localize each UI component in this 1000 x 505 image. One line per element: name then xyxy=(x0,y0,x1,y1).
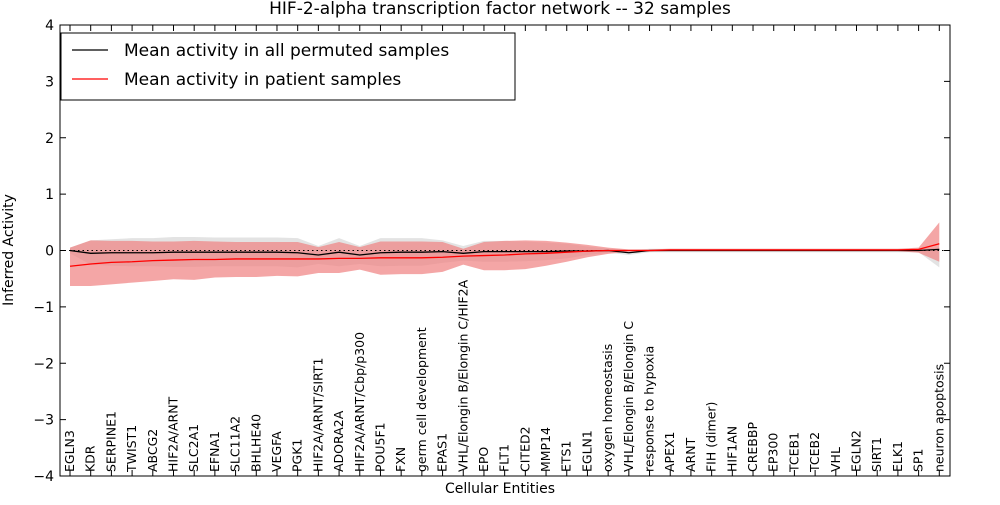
x-category-label: HIF1AN xyxy=(724,426,739,472)
legend: Mean activity in all permuted samples Me… xyxy=(60,32,516,101)
legend-box xyxy=(60,32,516,101)
y-tick-label: 4 xyxy=(45,18,54,34)
y-tick-label: 2 xyxy=(45,131,54,147)
x-category-label: ETS1 xyxy=(559,441,574,472)
y-axis-ticks: 4 3 2 1 0 −1 −2 −3 −4 xyxy=(33,18,950,485)
x-category-label: POU5F1 xyxy=(372,422,387,472)
y-tick-label: 0 xyxy=(45,244,54,260)
x-category-label: FIH (dimer) xyxy=(704,402,719,472)
x-category-label: TCEB2 xyxy=(807,432,822,473)
y-tick-label: −3 xyxy=(33,413,54,429)
x-category-label: PGK1 xyxy=(290,439,305,472)
chart-title: HIF-2-alpha transcription factor network… xyxy=(269,0,731,19)
x-category-label: APEX1 xyxy=(662,431,677,472)
x-category-label: ELK1 xyxy=(890,441,905,472)
x-category-label: VEGFA xyxy=(269,431,284,472)
x-category-label: CITED2 xyxy=(517,426,532,472)
x-category-label: germ cell development xyxy=(414,327,429,472)
x-category-label: neuron apoptosis xyxy=(931,364,946,472)
x-category-label: FXN xyxy=(393,447,408,472)
x-category-label: KDR xyxy=(83,445,98,472)
x-category-label: MMP14 xyxy=(538,427,553,472)
y-tick-label: −2 xyxy=(33,356,54,372)
x-axis-title: Cellular Entities xyxy=(445,481,555,497)
legend-label-patient: Mean activity in patient samples xyxy=(124,70,401,90)
x-category-label: EP300 xyxy=(766,433,781,472)
x-category-label: ARNT xyxy=(683,437,698,472)
x-category-label: SLC2A1 xyxy=(186,424,201,472)
series-lines xyxy=(69,243,940,267)
x-axis-ticks: EGLN3 KDR SERPINE1 TWIST1 ABCG2 HIF2A/ARNT SLC… xyxy=(62,25,946,476)
x-category-label: TCEB1 xyxy=(786,432,801,473)
series-line-patient xyxy=(69,243,940,267)
x-category-label: response to hypoxia xyxy=(642,346,657,472)
x-category-label: HIF2A/ARNT/Cbp/p300 xyxy=(352,332,367,472)
band-patient xyxy=(70,222,940,287)
x-category-label: SP1 xyxy=(911,449,926,472)
x-category-label: SERPINE1 xyxy=(103,411,118,472)
y-tick-label: −1 xyxy=(33,300,54,316)
x-category-label: EGLN3 xyxy=(62,430,77,472)
x-category-label: VHL xyxy=(828,447,843,472)
x-category-label: SIRT1 xyxy=(869,437,884,472)
legend-label-permuted: Mean activity in all permuted samples xyxy=(124,41,449,61)
x-category-label: TWIST1 xyxy=(124,425,139,473)
x-category-label: EPO xyxy=(476,447,491,472)
x-category-label: CREBBP xyxy=(745,422,760,472)
x-category-label: VHL/Elongin B/Elongin C/HIF2A xyxy=(455,279,470,472)
x-category-label: VHL/Elongin B/Elongin C xyxy=(621,321,636,472)
x-category-label: FLT1 xyxy=(497,444,512,472)
y-tick-label: 3 xyxy=(45,74,54,90)
x-category-label: EGLN1 xyxy=(579,430,594,472)
x-category-label: oxygen homeostasis xyxy=(600,344,615,472)
x-category-label: EGLN2 xyxy=(849,430,864,472)
x-category-label: EFNA1 xyxy=(207,431,222,472)
x-category-label: ABCG2 xyxy=(145,429,160,472)
x-category-label: HIF2A/ARNT xyxy=(165,396,180,472)
x-category-label: EPAS1 xyxy=(435,433,450,472)
y-tick-label: −4 xyxy=(33,469,54,485)
x-category-label: HIF2A/ARNT/SIRT1 xyxy=(310,358,325,472)
y-axis-title: Inferred Activity xyxy=(1,194,17,306)
x-category-label: ADORA2A xyxy=(331,410,346,472)
x-category-label: SLC11A2 xyxy=(228,416,243,472)
y-tick-label: 1 xyxy=(45,187,54,203)
x-category-label: BHLHE40 xyxy=(248,414,263,472)
